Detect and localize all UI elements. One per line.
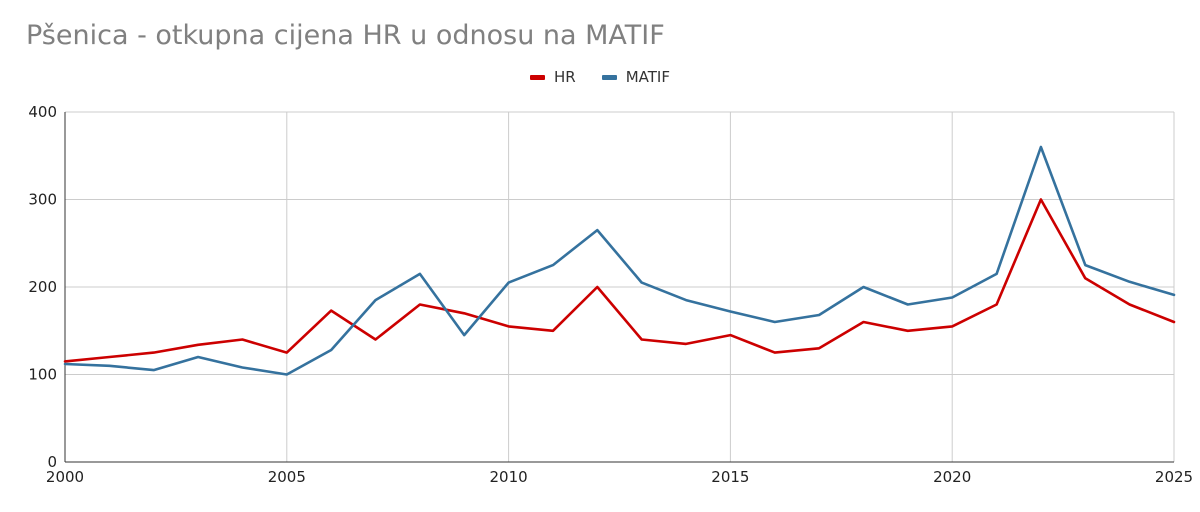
y-tick-label: 200 <box>28 278 57 296</box>
x-tick-label: 2005 <box>268 468 306 486</box>
x-tick-label: 2010 <box>490 468 528 486</box>
series-line-matif <box>63 145 1176 376</box>
y-tick-label: 300 <box>28 191 57 209</box>
x-tick-label: 2025 <box>1155 468 1193 486</box>
x-tick-label: 2015 <box>711 468 749 486</box>
y-tick-label: 0 <box>47 453 57 471</box>
chart-title: Pšenica - otkupna cijena HR u odnosu na … <box>26 20 665 51</box>
x-tick-label: 2020 <box>933 468 971 486</box>
legend-swatch-matif <box>601 74 617 80</box>
legend-swatch-hr <box>530 74 546 80</box>
x-tick-label: 2000 <box>46 468 84 486</box>
legend-label-hr: HR <box>554 68 576 86</box>
y-tick-label: 100 <box>28 366 57 384</box>
legend: HR MATIF <box>0 66 1200 88</box>
y-tick-label: 400 <box>28 103 57 121</box>
legend-item-hr[interactable]: HR <box>530 68 576 86</box>
legend-item-matif[interactable]: MATIF <box>601 68 670 86</box>
series-line-hr <box>63 198 1176 363</box>
legend-label-matif: MATIF <box>625 68 670 86</box>
